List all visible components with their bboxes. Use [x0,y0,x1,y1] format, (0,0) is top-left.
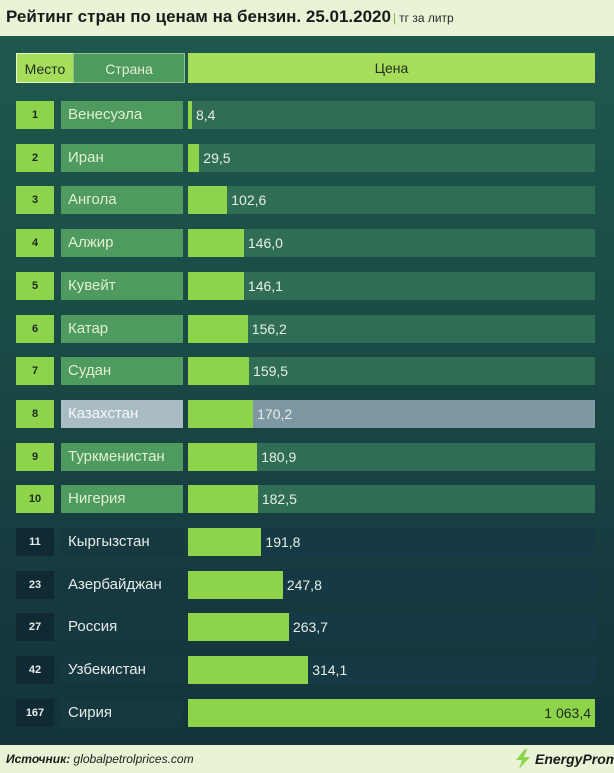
country-label: Казахстан [61,400,183,428]
value-label: 170,2 [257,406,293,422]
bar [188,186,228,214]
unit-label: | тг за литр [393,11,454,25]
bar [188,144,200,172]
bar-track [188,357,595,385]
value-label: 182,5 [261,491,297,507]
country-label: Сирия [61,699,183,727]
country-label: Иран [61,144,183,172]
bar-track [188,272,595,300]
bar [188,443,258,471]
value-label: 8,4 [196,107,216,123]
bar [188,485,258,513]
country-label: Судан [61,357,183,385]
country-label: Нигерия [61,485,183,513]
title-bar: Рейтинг стран по ценам на бензин. 25.01.… [0,0,614,36]
bar [188,613,289,641]
country-label: Россия [61,613,183,641]
bar [188,229,244,257]
column-header-country: Страна [73,53,185,83]
country-label: Узбекистан [61,656,183,684]
value-label: 156,2 [251,321,287,337]
source-label: Источник: [6,752,71,766]
country-label: Алжир [61,229,183,257]
bar [188,357,250,385]
rank-cell: 8 [16,400,54,428]
value-label: 146,1 [247,278,283,294]
rank-cell: 4 [16,229,54,257]
value-label: 263,7 [292,619,328,635]
bar [188,528,262,556]
rank-cell: 2 [16,144,54,172]
value-label: 191,8 [265,534,301,550]
source-value: globalpetrolprices.com [73,752,194,766]
value-label: 102,6 [231,192,267,208]
value-label: 146,0 [247,235,283,251]
bar-track [188,229,595,257]
rank-cell: 9 [16,443,54,471]
value-label: 247,8 [286,577,322,593]
bar [188,699,595,727]
rank-cell: 27 [16,613,54,641]
rank-cell: 42 [16,656,54,684]
unit-text: тг за литр [399,11,454,25]
rank-cell: 5 [16,272,54,300]
brand-logo-text: EnergyProm [535,751,614,767]
bar-track [188,144,595,172]
value-label: 159,5 [253,363,289,379]
bar [188,272,244,300]
rank-cell: 7 [16,357,54,385]
rank-cell: 23 [16,571,54,599]
country-label: Кувейт [61,272,183,300]
bar [188,656,309,684]
country-label: Венесуэла [61,101,183,129]
value-label: 180,9 [261,449,297,465]
column-header-price: Цена [188,53,595,83]
chart-title: Рейтинг стран по ценам на бензин. 25.01.… [6,7,391,26]
rank-cell: 11 [16,528,54,556]
rank-cell: 167 [16,699,54,727]
rank-cell: 3 [16,186,54,214]
bar-track [188,315,595,343]
country-label: Азербайджан [61,571,183,599]
bar [188,400,254,428]
energyprom-logo-icon [516,749,530,769]
bar-track [188,186,595,214]
bar [188,571,283,599]
bar-track [188,400,595,428]
bar [188,101,192,129]
value-label: 29,5 [203,150,231,166]
rank-cell: 1 [16,101,54,129]
country-label: Катар [61,315,183,343]
rank-cell: 6 [16,315,54,343]
bar [188,315,248,343]
unit-separator: | [393,11,397,25]
rank-cell: 10 [16,485,54,513]
value-label: 314,1 [312,662,348,678]
country-label: Ангола [61,186,183,214]
source-note: Источник: globalpetrolprices.com [6,752,194,766]
country-label: Туркменистан [61,443,183,471]
country-label: Кыргызстан [61,528,183,556]
bar-track [188,101,595,129]
value-label: 1 063,4 [544,705,591,721]
footer: Источник: globalpetrolprices.com EnergyP… [0,745,614,773]
